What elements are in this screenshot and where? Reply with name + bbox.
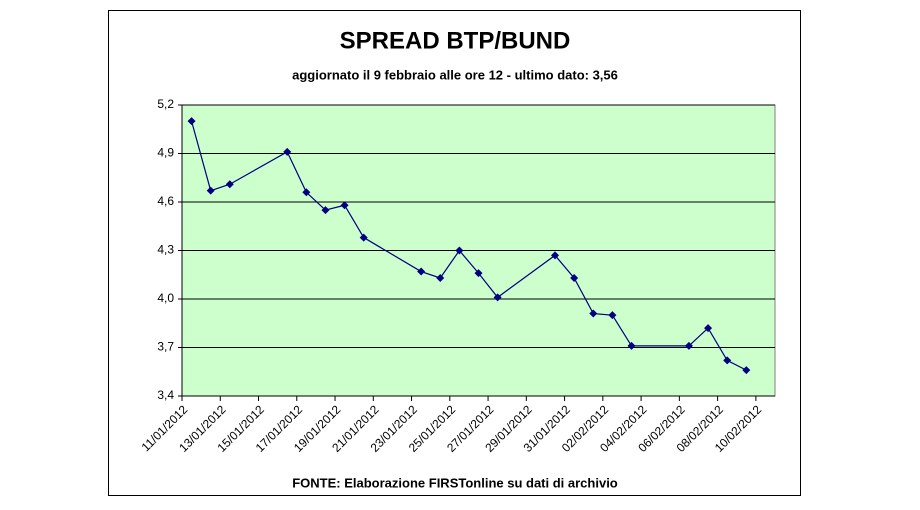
data-point bbox=[187, 117, 196, 126]
data-point bbox=[225, 180, 234, 189]
data-point bbox=[321, 206, 330, 215]
data-point bbox=[589, 309, 598, 318]
y-tick-label: 5,2 bbox=[157, 97, 174, 111]
y-tick-label: 4,3 bbox=[157, 243, 174, 257]
data-point bbox=[608, 311, 617, 320]
data-point bbox=[359, 233, 368, 242]
data-point bbox=[493, 293, 502, 302]
source-note: FONTE: Elaborazione FIRSTonline su dati … bbox=[292, 475, 618, 490]
data-point bbox=[455, 246, 464, 255]
data-point bbox=[436, 273, 445, 282]
data-point bbox=[302, 188, 311, 197]
data-point bbox=[283, 147, 292, 156]
data-point bbox=[570, 273, 579, 282]
chart-title: SPREAD BTP/BUND bbox=[340, 27, 571, 54]
data-point bbox=[206, 186, 215, 195]
data-point bbox=[417, 267, 426, 276]
data-point bbox=[684, 341, 693, 350]
y-tick-label: 3,7 bbox=[157, 340, 174, 354]
y-tick-label: 4,9 bbox=[157, 146, 174, 160]
chart-subtitle: aggiornato il 9 febbraio alle ore 12 - u… bbox=[292, 67, 618, 82]
data-point bbox=[723, 356, 732, 365]
data-point bbox=[704, 324, 713, 333]
data-point bbox=[340, 201, 349, 210]
y-tick-label: 4,6 bbox=[157, 194, 174, 208]
y-tick-label: 3,4 bbox=[157, 388, 174, 402]
data-point bbox=[474, 269, 483, 278]
data-line bbox=[190, 121, 747, 371]
y-tick-label: 4,0 bbox=[157, 291, 174, 305]
data-point bbox=[551, 251, 560, 260]
data-point bbox=[742, 366, 751, 375]
data-point bbox=[627, 341, 636, 350]
